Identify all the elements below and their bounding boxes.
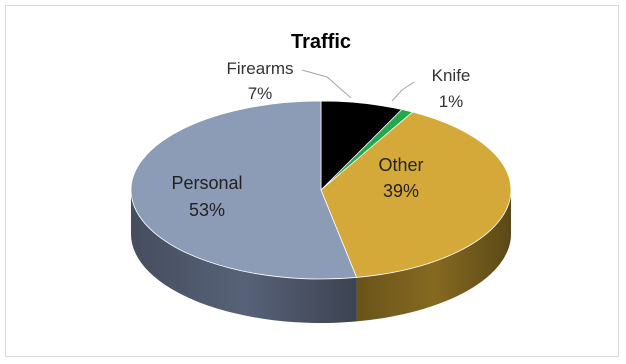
data-label-firearms: Firearms 7% xyxy=(226,59,293,103)
firearms-percent-label: 7% xyxy=(248,84,273,103)
pie-side-walls xyxy=(131,190,512,323)
pie-top-faces xyxy=(130,100,512,280)
data-label-knife: Knife 1% xyxy=(432,66,471,111)
personal-category-label: Personal xyxy=(171,173,242,193)
other-side-shade xyxy=(356,190,512,322)
data-label-personal: Personal 53% xyxy=(171,173,242,220)
knife-category-label: Knife xyxy=(432,66,471,85)
other-percent-label: 39% xyxy=(383,181,419,201)
personal-side-shade xyxy=(131,190,357,323)
data-label-other: Other 39% xyxy=(378,155,423,201)
leader-lines xyxy=(301,69,415,102)
personal-percent-label: 53% xyxy=(189,200,225,220)
knife-leader-line xyxy=(391,81,415,102)
pie-slice-other xyxy=(320,111,512,278)
other-category-label: Other xyxy=(378,155,423,175)
firearms-leader-line xyxy=(301,69,352,99)
firearms-category-label: Firearms xyxy=(226,59,293,78)
pie-slice-personal xyxy=(130,100,358,280)
knife-percent-label: 1% xyxy=(439,92,464,111)
chart-title: Traffic xyxy=(291,31,351,53)
